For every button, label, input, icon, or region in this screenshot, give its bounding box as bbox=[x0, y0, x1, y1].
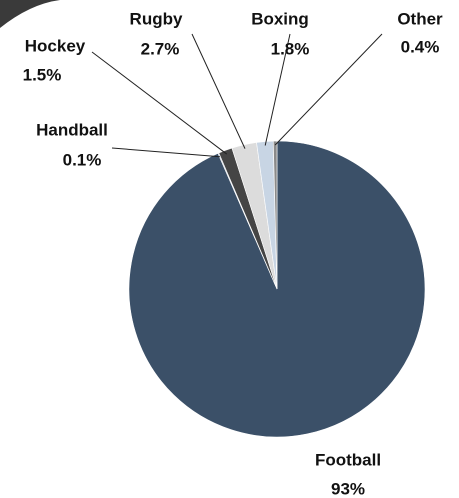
slice-value-label: 1.8% bbox=[271, 39, 310, 58]
slice-value-label: 0.1% bbox=[63, 150, 102, 169]
pie-slice bbox=[272, 140, 278, 290]
slice-value-label: 0.4% bbox=[401, 37, 440, 56]
slice-label: Boxing bbox=[251, 9, 309, 28]
slice-label: Other bbox=[397, 9, 443, 28]
slice-value-label: 2.7% bbox=[141, 39, 180, 58]
corner-decoration bbox=[0, 0, 60, 28]
slice-value-label: 93% bbox=[331, 479, 365, 498]
leader-line bbox=[111, 147, 220, 158]
leader-line bbox=[264, 33, 291, 146]
slice-label: Hockey bbox=[25, 36, 86, 55]
leader-line bbox=[274, 33, 383, 146]
slice-label: Handball bbox=[36, 120, 108, 139]
leader-line bbox=[191, 33, 246, 149]
leader-line bbox=[91, 51, 228, 155]
slice-label: Football bbox=[315, 450, 381, 469]
slice-label: Rugby bbox=[130, 9, 183, 28]
slice-value-label: 1.5% bbox=[23, 65, 62, 84]
